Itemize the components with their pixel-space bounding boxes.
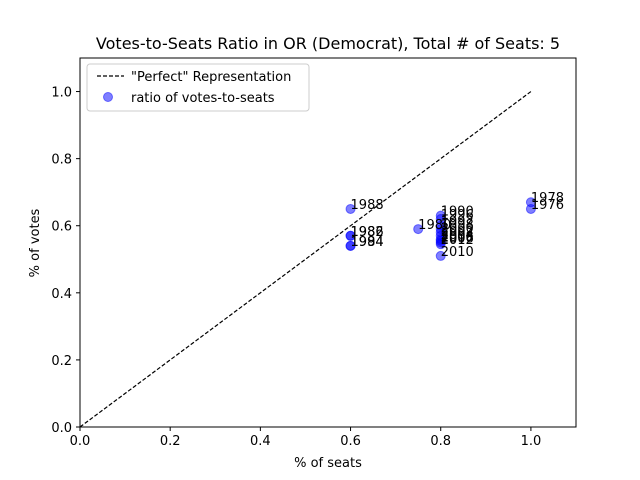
chart-title: Votes-to-Seats Ratio in OR (Democrat), T…: [96, 34, 560, 53]
data-point: [435, 250, 446, 261]
x-axis-label: % of seats: [294, 456, 362, 471]
legend-points-label: ratio of votes-to-seats: [131, 91, 275, 106]
point-label: 1982: [351, 225, 384, 240]
y-tick-label: 0.2: [51, 354, 72, 369]
point-label: 2008: [441, 230, 474, 245]
y-tick-label: 0.8: [51, 153, 72, 168]
y-tick-label: 1.0: [51, 86, 72, 101]
data-point: [345, 230, 356, 241]
point-label: 1998: [441, 218, 474, 233]
legend-box: [86, 63, 310, 112]
point-label: 1994: [351, 235, 384, 250]
point-label: 2010: [441, 245, 474, 260]
point-label: 2002: [441, 225, 474, 240]
legend-point-swatch: [103, 92, 113, 102]
x-tick-label: 0.8: [430, 434, 451, 449]
perfect-representation-line: [79, 91, 532, 428]
x-tick-label: 0.0: [70, 434, 91, 449]
axes: 0.0 0.2 0.4 0.6 0.8 1.0 0.0 0.2 0.4 0.6 0.8 1.0: [51, 57, 577, 449]
point-label: 1990: [441, 205, 474, 220]
point-label: 2006: [441, 232, 474, 247]
y-tick-label: 0.4: [51, 287, 72, 302]
point-label: 1980: [418, 218, 451, 233]
point-label: 1976: [531, 198, 564, 213]
point-label: 1984: [351, 235, 384, 250]
x-tick-label: 1.0: [521, 434, 542, 449]
data-point: [435, 239, 446, 250]
x-tick-label: 0.6: [340, 434, 361, 449]
legend-line-label: "Perfect" Representation: [131, 70, 291, 85]
data-point: [345, 203, 356, 214]
x-tick-label: 0.4: [250, 434, 271, 449]
data-point: [413, 224, 424, 235]
point-label: 1986: [351, 225, 384, 240]
point-label: 1992: [441, 215, 474, 230]
point-label: 2012: [441, 233, 474, 248]
point-label: 1996: [441, 208, 474, 223]
axes-frame: [79, 57, 577, 428]
data-point: [435, 214, 446, 225]
legend: "Perfect" Representation ratio of votes-…: [86, 63, 310, 112]
x-tick-label: 0.2: [160, 434, 181, 449]
y-axis-label: % of votes: [28, 208, 43, 277]
data-point: [525, 197, 536, 208]
point-label: 2000: [441, 221, 474, 236]
y-tick-label: 0.0: [51, 421, 72, 436]
point-label: 1988: [351, 198, 384, 213]
point-label: 2004: [441, 228, 474, 243]
y-tick-label: 0.6: [51, 220, 72, 235]
point-label: 1978: [531, 191, 564, 206]
data-point: [345, 240, 356, 251]
